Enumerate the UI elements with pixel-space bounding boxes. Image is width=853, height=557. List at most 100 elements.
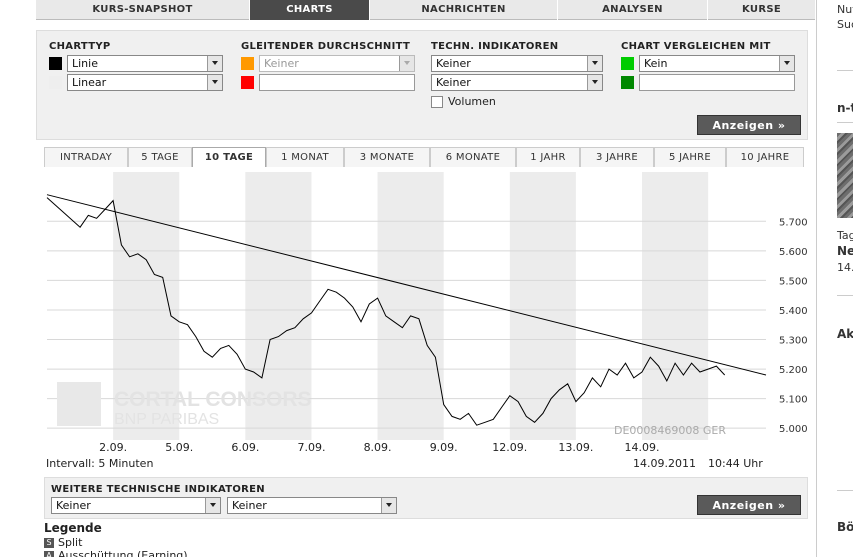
period-tab-10-jahre[interactable]: 10 JAHRE — [726, 147, 804, 167]
period-tab-intraday[interactable]: INTRADAY — [44, 147, 128, 167]
sidebar-heading: Bö — [837, 520, 853, 534]
color-swatch-darkgreen[interactable] — [621, 76, 634, 89]
charttyp-select[interactable]: Linie — [67, 55, 223, 72]
y-tick-label: 5.200 — [779, 365, 808, 376]
price-chart: CORTAL CONSORS BNP PARIBAS DE0008469008 … — [46, 172, 808, 454]
trendline-segment — [46, 194, 767, 376]
volumen-checkbox[interactable] — [431, 95, 443, 108]
x-tick-label: 8.09. — [364, 441, 392, 454]
color-swatch-black[interactable] — [49, 57, 62, 70]
legend-title: Legende — [44, 521, 102, 535]
anzeigen-button-lower[interactable]: Anzeigen » — [697, 495, 801, 515]
day-shading — [113, 172, 709, 440]
chevron-down-icon — [381, 498, 396, 513]
sidebar-text[interactable]: Nut — [837, 3, 853, 16]
y-tick-label: 5.700 — [779, 217, 808, 228]
top-nav: KURS-SNAPSHOT CHARTS NACHRICHTEN ANALYSE… — [36, 0, 816, 20]
divider — [837, 490, 853, 491]
scale-select[interactable]: Linear — [67, 74, 223, 91]
period-tab-1-monat[interactable]: 1 MONAT — [266, 147, 344, 167]
date-stamp: 14.09.2011 — [633, 457, 696, 470]
y-tick-label: 5.100 — [779, 395, 808, 406]
vergleich-select[interactable]: Kein — [639, 55, 795, 72]
techn-select-2[interactable]: Keiner — [431, 74, 603, 91]
day-band — [509, 172, 576, 440]
x-tick-label: 6.09. — [231, 441, 259, 454]
gleitender-title: GLEITENDER DURCHSCHNITT — [241, 41, 411, 52]
chevron-down-icon — [587, 75, 602, 90]
color-swatch-red[interactable] — [241, 76, 254, 89]
tab-charts[interactable]: CHARTS — [250, 0, 370, 20]
right-sidebar: Nut Suc n-t Tag Ne 14. Ak Bö — [816, 0, 853, 557]
period-tab-10-tage[interactable]: 10 TAGE — [192, 147, 266, 167]
sidebar-heading: n-t — [837, 101, 853, 115]
watermark-sub: BNP PARIBAS — [114, 411, 219, 428]
watermark-name: CORTAL CONSORS — [114, 388, 312, 411]
vergleich-group: CHART VERGLEICHEN MIT Kein — [621, 41, 795, 92]
period-tab-6-monate[interactable]: 6 MONATE — [430, 147, 516, 167]
period-tab-1-jahr[interactable]: 1 JAHR — [516, 147, 580, 167]
day-band — [245, 172, 312, 440]
chevron-down-icon — [205, 498, 220, 513]
weitere-indikatoren-panel: WEITERE TECHNISCHE INDIKATOREN Keiner Ke… — [44, 477, 808, 519]
legend-item-split: S Split — [44, 536, 82, 549]
weitere-select-2[interactable]: Keiner — [227, 497, 397, 514]
y-axis: 5.700 5.600 5.500 5.400 5.300 5.200 5.100 5.000 — [779, 217, 808, 435]
news-thumbnail[interactable] — [837, 133, 853, 218]
legend-item-earning: A Ausschüttung (Earning) — [44, 549, 188, 557]
divider — [837, 295, 853, 296]
earning-icon: A — [44, 550, 54, 557]
chart-settings-panel: CHARTTYP Linie Linear GLEITENDER DURCHSC… — [36, 30, 808, 140]
weitere-title: WEITERE TECHNISCHE INDIKATOREN — [51, 484, 265, 495]
color-swatch-orange[interactable] — [241, 57, 254, 70]
anzeigen-button[interactable]: Anzeigen » — [697, 115, 801, 135]
techn-group: TECHN. INDIKATOREN Keiner Keiner Volumen — [431, 41, 603, 111]
chevron-down-icon — [207, 56, 222, 71]
day-band — [377, 172, 444, 440]
tab-kurs-snapshot[interactable]: KURS-SNAPSHOT — [36, 0, 250, 20]
x-tick-label: 14.09. — [625, 441, 660, 454]
period-tab-5-tage[interactable]: 5 TAGE — [128, 147, 192, 167]
charttyp-title: CHARTTYP — [49, 41, 111, 52]
y-tick-label: 5.300 — [779, 336, 808, 347]
price-line — [46, 197, 726, 426]
x-tick-label: 2.09. — [99, 441, 127, 454]
weitere-select-1[interactable]: Keiner — [51, 497, 221, 514]
vergleich-input[interactable] — [639, 74, 795, 91]
legend-label: Ausschüttung (Earning) — [58, 549, 188, 557]
gleitender-group: GLEITENDER DURCHSCHNITT Keiner — [241, 41, 415, 92]
period-tab-5-jahre[interactable]: 5 JAHRE — [654, 147, 726, 167]
color-swatch-green[interactable] — [621, 57, 634, 70]
y-tick-label: 5.400 — [779, 306, 808, 317]
divider — [837, 122, 853, 123]
logo-mark — [57, 382, 101, 426]
techn-select-1[interactable]: Keiner — [431, 55, 603, 72]
color-swatch-light — [49, 76, 62, 89]
gleitender-input[interactable] — [259, 74, 415, 91]
charttyp-group: CHARTTYP Linie Linear — [49, 41, 223, 92]
chevron-down-icon — [207, 75, 222, 90]
period-tab-3-jahre[interactable]: 3 JAHRE — [580, 147, 654, 167]
chart-gridlines — [47, 220, 766, 429]
sidebar-heading: Ak — [837, 327, 853, 341]
sidebar-date: 14. — [837, 261, 853, 274]
tab-kurse[interactable]: KURSE — [708, 0, 816, 20]
period-tab-3-monate[interactable]: 3 MONATE — [344, 147, 430, 167]
period-tabs: INTRADAY 5 TAGE 10 TAGE 1 MONAT 3 MONATE… — [44, 147, 804, 167]
trendline — [46, 194, 767, 376]
tab-analysen[interactable]: ANALYSEN — [558, 0, 708, 20]
interval-label: Intervall: 5 Minuten — [46, 457, 154, 470]
y-tick-label: 5.500 — [779, 276, 808, 287]
x-tick-label: 5.09. — [165, 441, 193, 454]
sidebar-text[interactable]: Suc — [837, 18, 853, 31]
volumen-label: Volumen — [448, 95, 496, 108]
price-series — [46, 197, 726, 426]
tab-nachrichten[interactable]: NACHRICHTEN — [370, 0, 558, 20]
chevron-down-icon — [399, 56, 414, 71]
chevron-down-icon — [587, 56, 602, 71]
sidebar-news-title[interactable]: Ne — [837, 244, 853, 258]
gleitender-select[interactable]: Keiner — [259, 55, 415, 72]
y-tick-label: 5.600 — [779, 247, 808, 258]
vergleich-title: CHART VERGLEICHEN MIT — [621, 41, 771, 52]
y-tick-label: 5.000 — [779, 424, 808, 435]
